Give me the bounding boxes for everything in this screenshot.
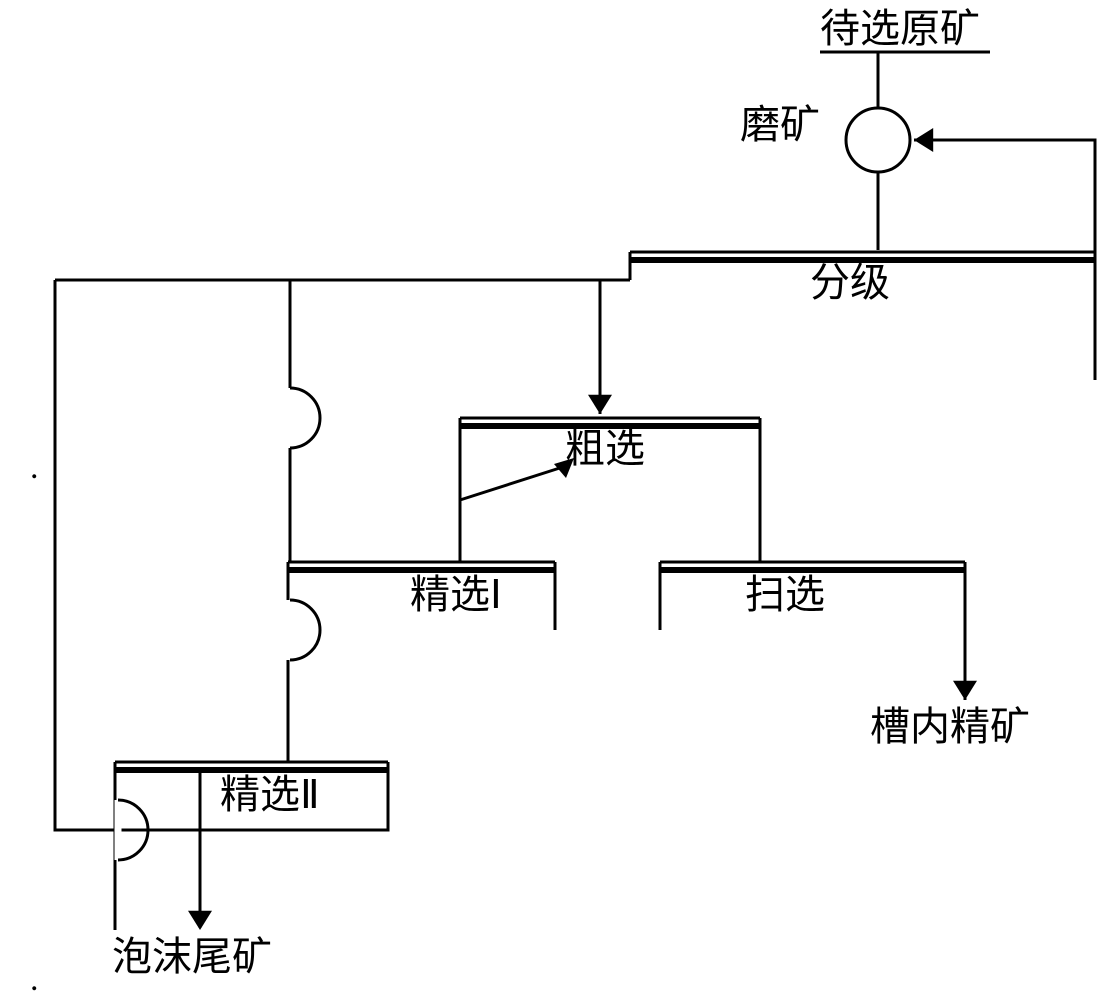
grinding-circle-icon [846, 108, 910, 172]
arrowhead-into-grind [914, 128, 933, 152]
recycle-clean2-up [55, 280, 388, 830]
label-grinding: 磨矿 [740, 102, 820, 147]
label-clean2: 精选Ⅱ [220, 772, 320, 817]
label-raw-ore: 待选原矿 [820, 6, 980, 51]
label-rough: 粗选 [565, 426, 645, 471]
dot-left: . [30, 449, 39, 486]
label-clean1: 精选Ⅰ [410, 572, 502, 617]
flowchart-canvas: 待选原矿 磨矿 分级 粗选 精选Ⅰ 扫选 精选Ⅱ 槽内精矿 泡沫尾矿 . . [0, 0, 1114, 1006]
label-concentrate: 槽内精矿 [870, 704, 1030, 749]
arrowhead-to-foam [188, 911, 212, 930]
dot-bottom: . [30, 961, 39, 998]
line-classify-to-rough [55, 280, 630, 414]
label-classify: 分级 [810, 260, 890, 305]
arrowhead-to-concentrate [953, 681, 977, 700]
arrowhead-into-rough [588, 395, 612, 414]
recycle-classify-to-grind [914, 140, 1095, 252]
label-scavenge: 扫选 [745, 572, 825, 617]
recycle-clean1-to-rough [460, 466, 566, 500]
label-foam-tailings: 泡沫尾矿 [112, 934, 272, 979]
